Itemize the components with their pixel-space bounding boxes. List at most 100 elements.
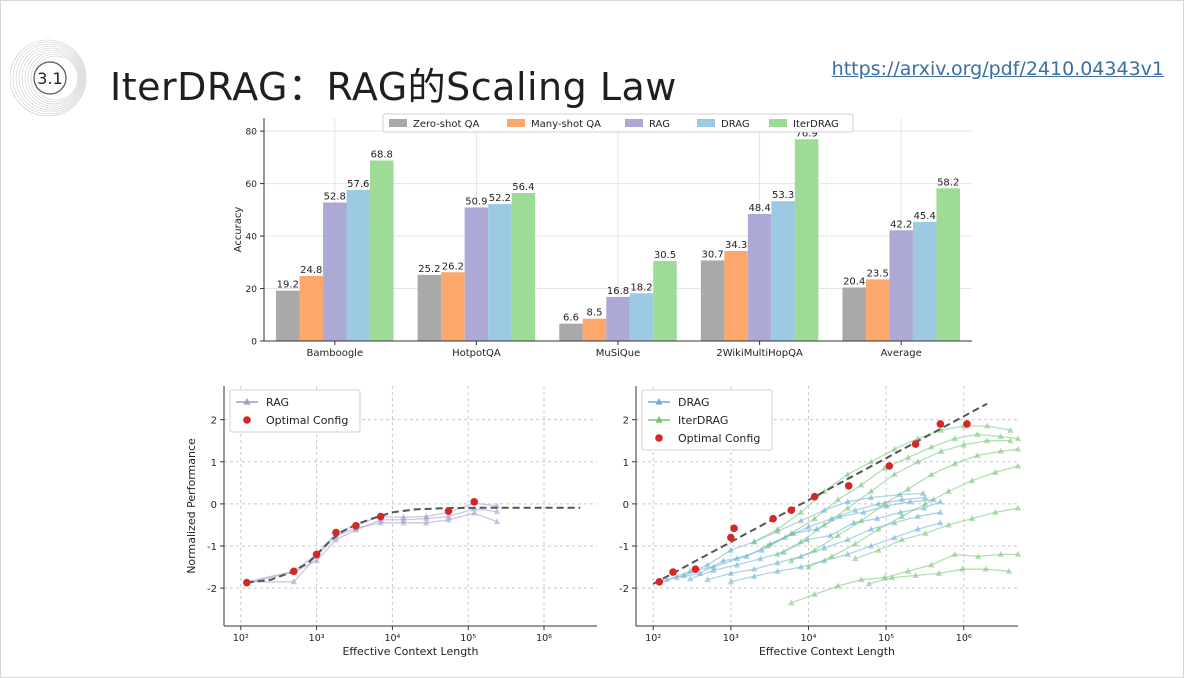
series-marker xyxy=(827,531,834,538)
series-marker xyxy=(844,550,851,557)
series-marker xyxy=(904,567,912,574)
series-marker xyxy=(914,513,922,520)
bar xyxy=(747,214,772,341)
optimal-config-point xyxy=(655,577,664,586)
optimal-config-point xyxy=(727,533,735,542)
bar-ytick-label: 40 xyxy=(246,233,258,243)
series-marker xyxy=(860,508,867,515)
bar-value-label: 50.9 xyxy=(465,196,487,207)
series-marker xyxy=(867,525,875,532)
series-marker xyxy=(874,515,881,522)
series-marker xyxy=(937,498,944,505)
bar-value-label: 52.8 xyxy=(324,191,346,202)
bar xyxy=(700,260,725,341)
series-marker xyxy=(867,542,875,549)
series-line xyxy=(791,448,1019,562)
bar-value-label: 23.5 xyxy=(867,268,889,279)
series-marker xyxy=(797,508,805,515)
legend-label: DRAG xyxy=(678,396,710,409)
series-marker xyxy=(928,561,935,568)
series-marker xyxy=(727,578,735,585)
series-marker xyxy=(891,534,898,541)
drag-iterdrag-scaling-chart: 10² 10³ 10⁴ 10⁵ 10⁶ -2 -1 0 1 2 Effective Context … xyxy=(619,386,1022,658)
series-marker xyxy=(844,470,851,477)
bar-value-label: 76.9 xyxy=(795,128,817,139)
xtick-label: 10⁵ xyxy=(460,633,476,644)
line-legend-frame xyxy=(641,389,773,451)
series-marker xyxy=(423,519,430,526)
series-marker xyxy=(805,563,812,570)
bar xyxy=(370,160,394,341)
bar-value-label: 53.3 xyxy=(772,190,794,201)
series-marker xyxy=(928,470,935,477)
xtick-label: 10⁴ xyxy=(801,633,817,644)
series-marker xyxy=(904,485,912,492)
bar xyxy=(559,323,583,341)
section-number: 3.1 xyxy=(37,69,62,88)
series-marker xyxy=(704,561,711,568)
series-marker xyxy=(821,521,828,528)
series-marker xyxy=(928,443,935,450)
bar-chart: 0 20 40 60 80 Bamboogle 19.224.8 52.857.6 68.8 Ho… xyxy=(233,113,972,359)
series-marker xyxy=(1014,435,1022,442)
xtick-label: 10² xyxy=(645,633,661,644)
optimal-config-point xyxy=(885,462,894,470)
series-marker xyxy=(471,509,478,516)
series-marker xyxy=(751,538,758,545)
xtick-label: 10² xyxy=(233,633,249,644)
source-link[interactable]: https://arxiv.org/pdf/2410.04343v1 xyxy=(831,58,1164,80)
series-marker xyxy=(751,572,758,579)
series-marker xyxy=(865,580,873,587)
line-legend-frame xyxy=(229,389,361,433)
bar-legend-label: Many-shot QA xyxy=(531,119,601,130)
series-marker xyxy=(704,576,711,583)
series-marker xyxy=(828,553,836,560)
series-marker xyxy=(821,544,828,551)
series-marker xyxy=(720,557,727,564)
series-marker xyxy=(875,546,882,553)
bar xyxy=(276,290,300,341)
series-marker xyxy=(493,518,501,525)
series-marker xyxy=(423,513,430,520)
series-marker xyxy=(867,487,875,494)
series-marker xyxy=(904,454,912,461)
legend-label: IterDRAG xyxy=(678,414,728,427)
series-marker xyxy=(290,578,297,585)
bar-value-label: 68.8 xyxy=(371,150,393,161)
series-marker xyxy=(867,494,875,501)
series-marker xyxy=(844,504,851,511)
series-marker xyxy=(811,546,818,553)
ytick-label: 0 xyxy=(211,500,217,511)
series-marker xyxy=(997,433,1004,440)
series-line xyxy=(659,492,924,583)
bar-legend-label: RAG xyxy=(649,119,670,130)
bar-legend-swatch xyxy=(769,119,787,127)
series-marker xyxy=(774,550,781,557)
series-marker xyxy=(975,553,982,560)
series-marker xyxy=(797,563,805,570)
ytick-label: 2 xyxy=(211,416,217,427)
series-marker xyxy=(968,477,976,484)
ylabel: Normalized Performance xyxy=(185,438,198,574)
bar xyxy=(299,275,324,341)
bar-value-label: 48.4 xyxy=(748,203,770,214)
bar xyxy=(488,204,512,341)
series-line xyxy=(854,507,1019,560)
bar xyxy=(323,202,347,341)
optimal-config-point xyxy=(963,420,971,428)
series-marker xyxy=(332,536,340,543)
bar-ytick-label: 0 xyxy=(251,338,257,348)
bar xyxy=(936,188,960,341)
bar-legend-swatch xyxy=(697,119,715,127)
bar xyxy=(346,189,371,341)
series-marker xyxy=(997,447,1004,454)
legend-circle-marker xyxy=(655,434,663,442)
optimal-config-point xyxy=(352,521,360,530)
xtick-label: 10⁶ xyxy=(536,633,552,644)
series-marker xyxy=(445,516,452,523)
optimal-config-point xyxy=(844,481,853,490)
bar-category-label: HotpotQA xyxy=(452,348,501,359)
bar-value-label: 24.8 xyxy=(300,265,322,276)
series-marker xyxy=(937,447,945,454)
ytick-label: 0 xyxy=(623,500,629,511)
